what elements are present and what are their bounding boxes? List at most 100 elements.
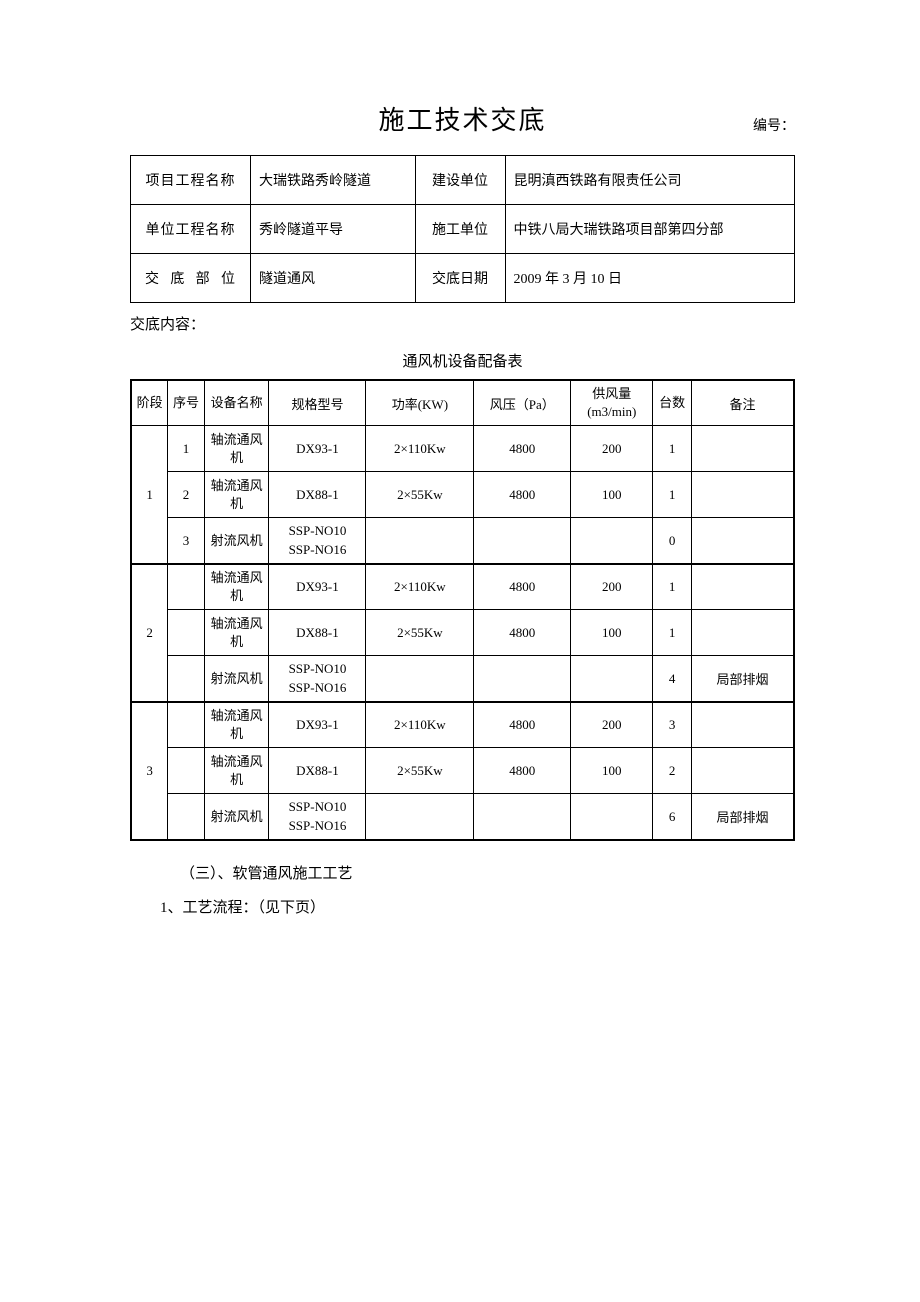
table-cell: 1: [653, 426, 692, 472]
table-cell: [692, 702, 795, 748]
table-cell: 4800: [474, 610, 571, 656]
info-value: 2009 年 3 月 10 日: [505, 254, 795, 303]
table-cell: [168, 748, 205, 794]
table-cell: 200: [571, 426, 653, 472]
table-row: 2轴流通风机DX88-12×55Kw48001001: [131, 472, 794, 518]
table-cell: 2: [168, 472, 205, 518]
table-cell: 100: [571, 472, 653, 518]
table-cell: [474, 656, 571, 702]
table-header: 阶段: [131, 380, 168, 426]
table-row: 11轴流通风机DX93-12×110Kw48002001: [131, 426, 794, 472]
body-line: 1、工艺流程：（见下页）: [160, 891, 795, 926]
table-header: 供风量(m3/min): [571, 380, 653, 426]
table-cell: DX88-1: [269, 748, 366, 794]
stage-cell: 1: [131, 426, 168, 564]
table-cell: 轴流通风机: [204, 564, 269, 610]
table-header: 功率(KW): [366, 380, 474, 426]
stage-cell: 2: [131, 564, 168, 702]
table-header: 序号: [168, 380, 205, 426]
table-cell: [571, 656, 653, 702]
info-value: 昆明滇西铁路有限责任公司: [505, 156, 795, 205]
table-cell: 轴流通风机: [204, 426, 269, 472]
table-cell: 2×110Kw: [366, 702, 474, 748]
table-cell: [571, 518, 653, 564]
table-cell: 轴流通风机: [204, 610, 269, 656]
table-row: 轴流通风机DX88-12×55Kw48001001: [131, 610, 794, 656]
table-row: 射流风机SSP-NO10SSP-NO16 6局部排烟: [131, 794, 794, 840]
info-label: 交底日期: [415, 254, 505, 303]
table-header: 设备名称: [204, 380, 269, 426]
table-row: 3射流风机SSP-NO10SSP-NO160: [131, 518, 794, 564]
equip-table-title: 通风机设备配备表: [130, 350, 795, 371]
table-cell: SSP-NO10SSP-NO16: [269, 518, 366, 564]
info-value: 中铁八局大瑞铁路项目部第四分部: [505, 205, 795, 254]
table-cell: DX93-1: [269, 564, 366, 610]
table-cell: 3: [653, 702, 692, 748]
doc-number-label: 编号：: [753, 115, 795, 135]
table-cell: [692, 426, 795, 472]
table-cell: 1: [168, 426, 205, 472]
info-label: 交底部位: [131, 254, 251, 303]
table-row: 2轴流通风机DX93-12×110Kw48002001: [131, 564, 794, 610]
table-cell: 局部排烟: [692, 656, 795, 702]
page-title: 施工技术交底: [378, 100, 546, 137]
table-header: 风压（Pa）: [474, 380, 571, 426]
table-cell: 局部排烟: [692, 794, 795, 840]
table-cell: 轴流通风机: [204, 702, 269, 748]
table-cell: [692, 472, 795, 518]
table-cell: DX93-1: [269, 702, 366, 748]
info-label: 施工单位: [415, 205, 505, 254]
table-cell: 100: [571, 748, 653, 794]
content-label: 交底内容：: [130, 313, 795, 334]
table-cell: DX93-1: [269, 426, 366, 472]
table-cell: [366, 656, 474, 702]
table-cell: [168, 564, 205, 610]
table-header: 台数: [653, 380, 692, 426]
table-header: 备注: [692, 380, 795, 426]
table-cell: 4800: [474, 426, 571, 472]
table-cell: [692, 748, 795, 794]
table-cell: [571, 794, 653, 840]
table-row: 轴流通风机DX88-12×55Kw48001002: [131, 748, 794, 794]
info-label: 单位工程名称: [131, 205, 251, 254]
info-label: 项目工程名称: [131, 156, 251, 205]
table-cell: 4800: [474, 748, 571, 794]
table-cell: [692, 610, 795, 656]
table-cell: 4800: [474, 564, 571, 610]
table-cell: SSP-NO10SSP-NO16: [269, 656, 366, 702]
table-cell: 3: [168, 518, 205, 564]
table-cell: [366, 518, 474, 564]
table-cell: 1: [653, 564, 692, 610]
table-cell: [474, 794, 571, 840]
table-cell: 射流风机: [204, 794, 269, 840]
table-cell: 1: [653, 472, 692, 518]
table-cell: [168, 656, 205, 702]
table-cell: 1: [653, 610, 692, 656]
table-cell: 轴流通风机: [204, 472, 269, 518]
info-value: 隧道通风: [251, 254, 416, 303]
table-cell: 4800: [474, 472, 571, 518]
table-cell: 轴流通风机: [204, 748, 269, 794]
info-table: 项目工程名称 大瑞铁路秀岭隧道 建设单位 昆明滇西铁路有限责任公司 单位工程名称…: [130, 155, 795, 303]
table-cell: 2×55Kw: [366, 472, 474, 518]
table-cell: 100: [571, 610, 653, 656]
info-value: 秀岭隧道平导: [251, 205, 416, 254]
table-cell: 2×55Kw: [366, 610, 474, 656]
table-header: 规格型号: [269, 380, 366, 426]
table-cell: DX88-1: [269, 610, 366, 656]
table-cell: 2×55Kw: [366, 748, 474, 794]
table-cell: 射流风机: [204, 518, 269, 564]
body-line: （三）、软管通风施工工艺: [180, 857, 795, 892]
table-cell: SSP-NO10SSP-NO16: [269, 794, 366, 840]
table-cell: 200: [571, 564, 653, 610]
table-cell: 射流风机: [204, 656, 269, 702]
info-value: 大瑞铁路秀岭隧道: [251, 156, 416, 205]
table-cell: [168, 702, 205, 748]
table-cell: 6: [653, 794, 692, 840]
table-cell: 2: [653, 748, 692, 794]
table-cell: 2×110Kw: [366, 564, 474, 610]
table-cell: 200: [571, 702, 653, 748]
table-cell: [692, 518, 795, 564]
equipment-table: 阶段 序号 设备名称 规格型号 功率(KW) 风压（Pa） 供风量(m3/min…: [130, 379, 795, 841]
table-cell: [692, 564, 795, 610]
